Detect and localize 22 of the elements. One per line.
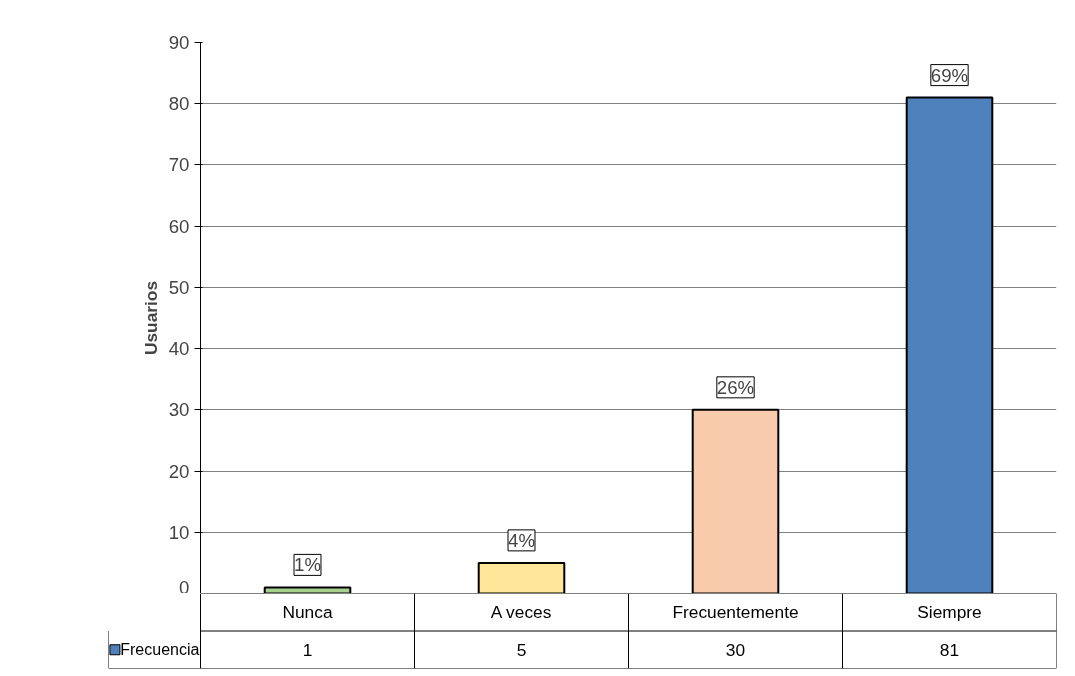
annotation: 69% xyxy=(930,64,969,86)
data-label: 81 xyxy=(939,639,960,660)
legend-label: Frecuencia xyxy=(120,641,200,659)
data-label: 1 xyxy=(302,639,313,660)
y-tick-label: 90 xyxy=(168,32,190,53)
x-tick-label: Nunca xyxy=(282,602,333,623)
y-tick-label: 80 xyxy=(168,93,190,115)
y-tick-label: 60 xyxy=(168,215,190,237)
y-axis-title: Usuarios xyxy=(140,280,161,356)
y-tick-label: 0 xyxy=(179,576,190,598)
y-tick-label: 40 xyxy=(168,338,190,360)
x-tick-label: Frecuentemente xyxy=(672,602,799,623)
x-tick-label: A veces xyxy=(490,602,552,623)
x-tick-label: Siempre xyxy=(917,602,982,623)
y-tick-label: 10 xyxy=(168,521,190,543)
data-label: 5 xyxy=(516,639,527,660)
data-label: 30 xyxy=(725,639,746,660)
y-tick-label: 70 xyxy=(168,154,190,176)
y-tick-label: 20 xyxy=(168,460,190,482)
y-tick-label: 50 xyxy=(168,276,190,298)
y-tick-label: 30 xyxy=(168,399,190,421)
annotation: 26% xyxy=(716,376,755,398)
